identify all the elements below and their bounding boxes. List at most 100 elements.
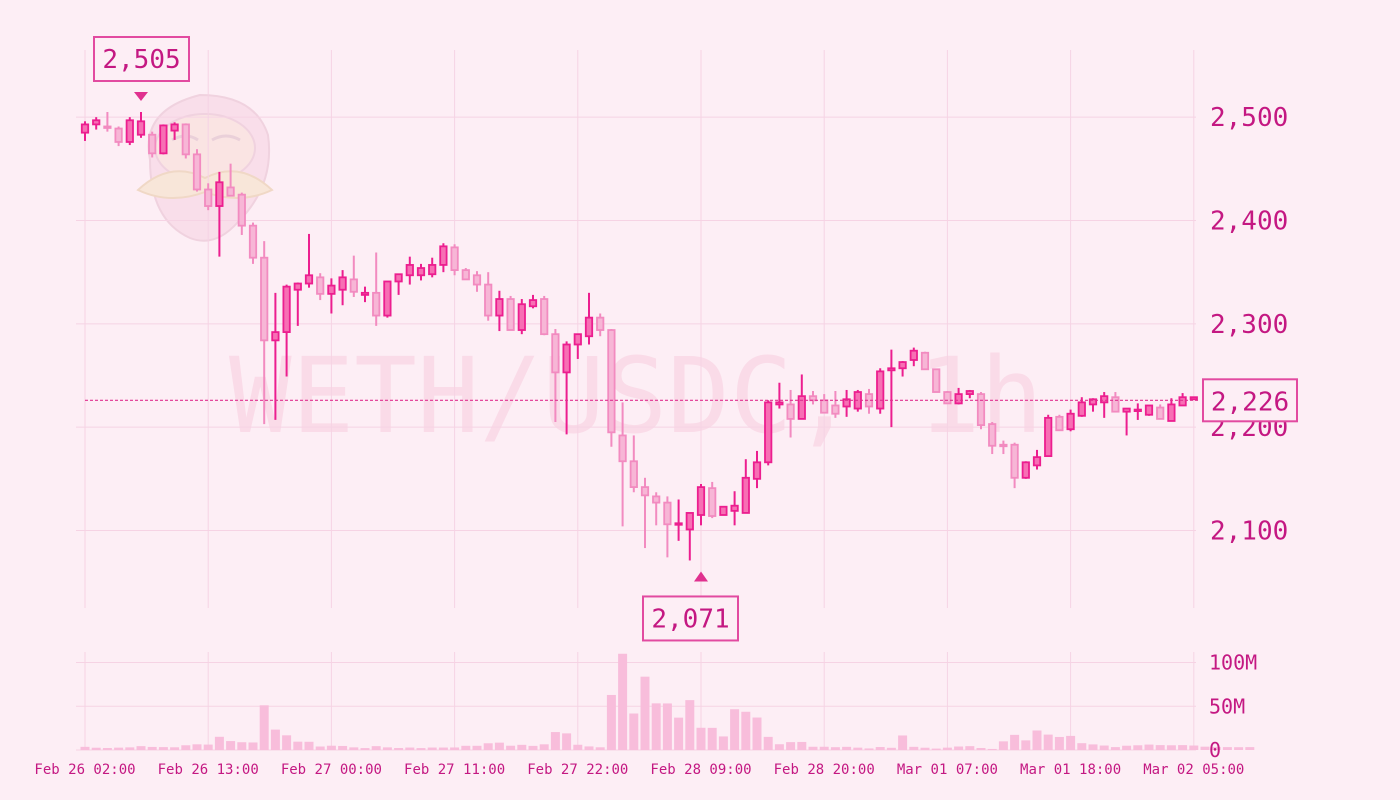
candle-body (226, 186, 235, 197)
time-tick-label: Feb 26 02:00 (34, 762, 135, 778)
candle-body (215, 181, 224, 207)
candle-body (999, 443, 1008, 448)
candle-body (260, 256, 269, 342)
candle-body (719, 505, 728, 516)
time-tick-label: Mar 01 07:00 (897, 762, 998, 778)
candle-body (943, 391, 952, 405)
candle-body (1077, 401, 1086, 417)
candle-body (394, 273, 403, 283)
candle-body (1167, 403, 1176, 422)
candle-body (652, 495, 661, 504)
candle-body (148, 133, 157, 155)
high-marker (134, 92, 148, 101)
candle-body (416, 267, 426, 277)
price-tick-label: 2,100 (1210, 517, 1288, 547)
volume-bar (1178, 745, 1188, 750)
volume-bar (170, 747, 180, 750)
candle-body (831, 404, 840, 415)
volume-bar (942, 747, 952, 750)
last-price-label: 2,226 (1211, 387, 1289, 417)
time-tick-label: Feb 28 20:00 (774, 762, 875, 778)
candle-body (170, 123, 179, 132)
volume-bar (651, 703, 661, 750)
candle-body (797, 395, 806, 420)
volume-bar (203, 744, 213, 750)
candle-body (1189, 396, 1198, 401)
candle-body (1044, 416, 1053, 458)
candle-body (103, 125, 112, 129)
volume-bar (427, 747, 437, 750)
volume-bar (774, 744, 784, 750)
volume-bar (304, 741, 314, 750)
candle-body (808, 395, 818, 402)
candle-body (741, 476, 750, 514)
candle-body (1111, 396, 1120, 413)
volume-bar (920, 747, 930, 750)
candle-body (1133, 408, 1142, 413)
volume-bar (1099, 745, 1109, 750)
volume-bar (1200, 746, 1210, 750)
candle-body (349, 278, 358, 293)
candle-body (764, 401, 773, 464)
volume-bar (494, 742, 504, 750)
volume-bar (1133, 745, 1143, 750)
candle-body (495, 298, 504, 317)
volume-bar (1166, 745, 1176, 750)
volume-bar (326, 745, 336, 750)
high-label-box (93, 36, 190, 82)
candle-body (909, 349, 918, 361)
last-price-label-box (1202, 378, 1298, 423)
volume-bar (640, 676, 650, 750)
time-tick-label: Mar 01 18:00 (1020, 762, 1121, 778)
price-tick-label: 2,400 (1210, 207, 1288, 237)
low-marker (694, 571, 708, 582)
candle-body (1100, 395, 1109, 404)
candle-body (248, 224, 258, 259)
candle-body (573, 333, 582, 346)
candle-body (327, 284, 336, 295)
volume-bar (315, 746, 325, 750)
candle-body (954, 393, 963, 405)
volume-bar (1189, 745, 1199, 750)
volume-bar (1110, 747, 1120, 750)
annotation-layer: 2,226 2,505 2,071 (85, 36, 1298, 642)
candle-body (640, 486, 650, 497)
volume-bar (909, 746, 919, 750)
candle-body (450, 246, 459, 272)
volume-bar (1211, 746, 1221, 750)
volume-bar (214, 736, 224, 750)
volume-bar (741, 711, 751, 750)
candle-body (629, 460, 638, 488)
candle-body (428, 264, 437, 276)
volume-bar (830, 747, 840, 750)
candle-body (506, 298, 515, 331)
candle-body (293, 282, 302, 291)
volume-bar (1077, 743, 1087, 750)
volume-bar (114, 747, 124, 750)
time-tick-label: Feb 27 11:00 (404, 762, 505, 778)
volume-bar (842, 746, 852, 750)
volume-bar (80, 746, 90, 750)
volume-bar (595, 747, 605, 750)
volume-bar (629, 713, 639, 750)
candle-body (439, 245, 448, 266)
low-label: 2,071 (651, 604, 729, 634)
candle-body (159, 124, 168, 155)
volume-bar (1032, 730, 1042, 750)
candle-body (965, 390, 974, 395)
candle-body (596, 316, 605, 331)
volume-bar (606, 694, 616, 750)
volume-bar (819, 746, 829, 750)
volume-bar (931, 748, 941, 750)
volume-bar (472, 745, 482, 750)
volume-bar (237, 742, 247, 750)
high-label: 2,505 (102, 45, 180, 75)
volume-bar (998, 741, 1008, 750)
volume-bar (259, 705, 269, 750)
volume-bar (797, 741, 807, 750)
candle-body (237, 193, 246, 227)
volume-bar (506, 745, 516, 750)
volume-bar (360, 748, 370, 750)
candle-body (204, 188, 213, 207)
